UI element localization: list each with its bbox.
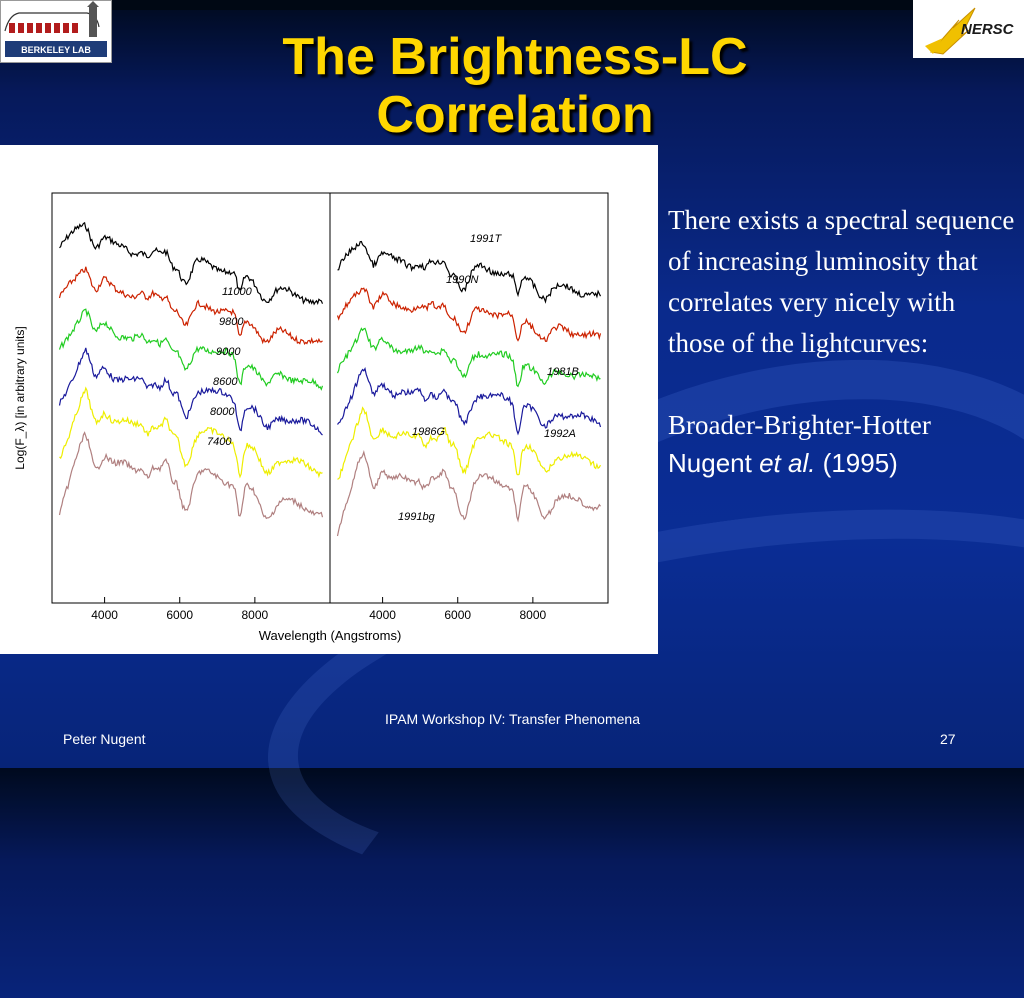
x-tick-label: 8000 <box>242 608 269 622</box>
nersc-logo: NERSC <box>913 0 1024 58</box>
berkeley-lab-text: BERKELEY LAB <box>21 45 91 55</box>
spectra-figure: 4000 6000 8000 11000 9800 9000 8600 8000 7400 400… <box>0 145 658 654</box>
spectrum-line <box>58 347 323 436</box>
x-tick-label: 6000 <box>444 608 471 622</box>
berkeley-lab-logo-icon: BERKELEY LAB <box>1 1 111 62</box>
series-label: 1990N <box>446 274 478 286</box>
series-label: 8000 <box>210 406 235 418</box>
spectrum-line <box>337 240 602 304</box>
x-tick-label: 6000 <box>166 608 193 622</box>
series-label: 1981B <box>547 366 579 378</box>
series-label: 8600 <box>213 376 238 388</box>
body-paragraph-2: Broader-Brighter-Hotter <box>668 410 931 440</box>
top-bar <box>0 0 1024 10</box>
berkeley-lab-logo: BERKELEY LAB <box>0 0 112 63</box>
spectrum-line <box>59 386 323 479</box>
body-paragraph-1: There exists a spectral sequence of incr… <box>668 205 1015 358</box>
spectra-chart: 4000 6000 8000 11000 9800 9000 8600 8000 7400 400… <box>13 192 609 643</box>
spectrum-line <box>58 266 323 346</box>
x-axis-label: Wavelength (Angstroms) <box>259 628 402 643</box>
page-number: 27 <box>940 731 956 747</box>
x-tick-label: 4000 <box>369 608 396 622</box>
spectrum-line <box>337 406 602 480</box>
citation: Nugent et al. (1995) <box>668 446 1018 480</box>
series-label: 9800 <box>219 316 244 328</box>
body-text: There exists a spectral sequence of incr… <box>668 200 1018 480</box>
spectrum-line <box>58 308 324 391</box>
spectrum-line <box>336 449 601 537</box>
spectrum-line <box>59 221 324 306</box>
spectrum-line <box>336 327 601 388</box>
series-label: 1991bg <box>398 511 436 523</box>
citation-etal: et al. <box>759 448 816 478</box>
footer-event: IPAM Workshop IV: Transfer Phenomena <box>385 711 640 727</box>
y-axis-label: Log(F_λ) [in arbitrary units] <box>13 326 27 469</box>
citation-year: (1995) <box>815 448 898 478</box>
slide-title: The Brightness-LC Correlation <box>282 28 748 144</box>
x-tick-label: 4000 <box>91 608 118 622</box>
spectrum-line <box>337 367 602 436</box>
x-tick-label: 8000 <box>520 608 547 622</box>
citation-author: Nugent <box>668 448 760 478</box>
series-label: 9000 <box>216 346 241 358</box>
nersc-text: NERSC <box>961 21 1015 38</box>
series-label: 11000 <box>222 286 253 298</box>
series-label: 1992A <box>544 428 576 440</box>
series-label: 7400 <box>207 436 232 448</box>
series-label: 1991T <box>470 233 502 245</box>
series-label: 1986G <box>412 426 445 438</box>
nersc-logo-icon: NERSC <box>913 0 1024 58</box>
footer-author: Peter Nugent <box>63 731 146 747</box>
spectrum-line <box>336 287 602 342</box>
spectrum-line <box>58 431 324 520</box>
